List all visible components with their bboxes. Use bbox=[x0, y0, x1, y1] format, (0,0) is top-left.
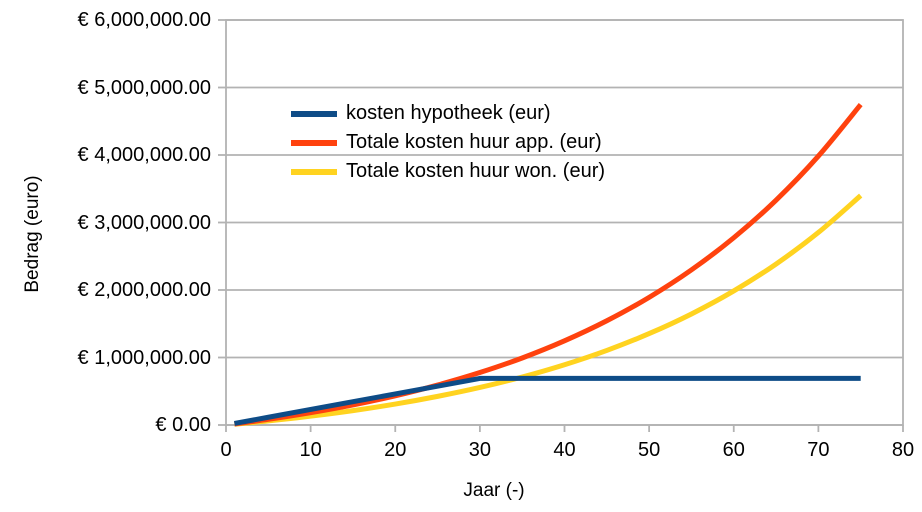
y-tick-label: € 6,000,000.00 bbox=[77, 9, 211, 31]
series-line-0 bbox=[234, 375, 861, 426]
x-axis-title: Jaar (-) bbox=[463, 480, 525, 501]
x-tick-label: 20 bbox=[384, 439, 407, 461]
series-line-2 bbox=[234, 193, 863, 427]
y-tick-label: € 1,000,000.00 bbox=[77, 346, 211, 369]
y-axis-title: Bedrag (euro) bbox=[22, 175, 43, 293]
x-tick-label: 80 bbox=[891, 439, 915, 461]
x-tick-label: 30 bbox=[468, 439, 491, 461]
legend-label: kosten hypotheek (eur) bbox=[346, 102, 551, 124]
legend-item: Totale kosten huur won. (eur) bbox=[291, 157, 605, 186]
y-tick-label: € 3,000,000.00 bbox=[77, 211, 211, 234]
x-tick-label: 0 bbox=[220, 439, 232, 461]
legend-line-swatch bbox=[291, 110, 337, 117]
x-tick-label: 70 bbox=[807, 439, 830, 461]
y-tick-label: € 0.00 bbox=[155, 414, 211, 436]
legend-item: Totale kosten huur app. (eur) bbox=[291, 128, 605, 157]
plot-border bbox=[225, 19, 904, 426]
y-tick-label: € 2,000,000.00 bbox=[77, 279, 211, 301]
chart-legend: kosten hypotheek (eur) Totale kosten huur… bbox=[291, 99, 605, 186]
x-tick-label: 50 bbox=[638, 439, 661, 461]
series-line-1 bbox=[234, 102, 863, 427]
y-tick-label: € 4,000,000.00 bbox=[77, 144, 211, 166]
legend-label: Totale kosten huur app. (eur) bbox=[346, 131, 602, 153]
x-tick-label: 10 bbox=[299, 439, 322, 461]
y-tick-label: € 5,000,000.00 bbox=[77, 76, 211, 99]
legend-item: kosten hypotheek (eur) bbox=[291, 99, 605, 128]
legend-line-swatch bbox=[291, 139, 337, 146]
legend-label: Totale kosten huur won. (eur) bbox=[346, 160, 606, 182]
legend-line-swatch bbox=[291, 168, 337, 175]
x-tick-label: 60 bbox=[722, 439, 745, 461]
x-tick-label: 40 bbox=[553, 439, 576, 461]
